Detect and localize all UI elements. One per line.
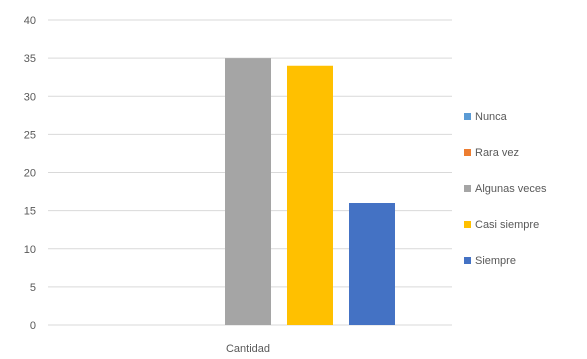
- y-tick-label: 5: [30, 282, 36, 294]
- y-tick-label: 35: [24, 53, 36, 65]
- x-axis-labels: Cantidad: [226, 343, 270, 355]
- legend-label: Casi siempre: [475, 219, 539, 231]
- y-tick-label: 20: [24, 168, 36, 180]
- bar-siempre: [349, 203, 395, 325]
- y-axis-ticks: 0 5 10 15 20 25 30 35 40: [24, 15, 36, 332]
- y-tick-label: 30: [24, 91, 36, 103]
- y-tick-label: 15: [24, 206, 36, 218]
- legend-label: Rara vez: [475, 147, 519, 159]
- y-tick-label: 10: [24, 244, 36, 256]
- y-tick-label: 0: [30, 320, 36, 332]
- x-category-label: Cantidad: [226, 343, 270, 355]
- bar-algunas-veces: [225, 58, 271, 325]
- legend-label: Nunca: [475, 111, 508, 123]
- legend: Nunca Rara vez Algunas veces Casi siempre Si…: [464, 111, 547, 267]
- legend-swatch: [464, 149, 471, 156]
- legend-label: Algunas veces: [475, 183, 547, 195]
- legend-swatch: [464, 257, 471, 264]
- y-tick-label: 40: [24, 15, 36, 27]
- legend-swatch: [464, 113, 471, 120]
- bars: [225, 58, 395, 325]
- y-tick-label: 25: [24, 129, 36, 141]
- legend-swatch: [464, 221, 471, 228]
- legend-swatch: [464, 185, 471, 192]
- bar-casi-siempre: [287, 65, 333, 325]
- legend-label: Siempre: [475, 255, 516, 267]
